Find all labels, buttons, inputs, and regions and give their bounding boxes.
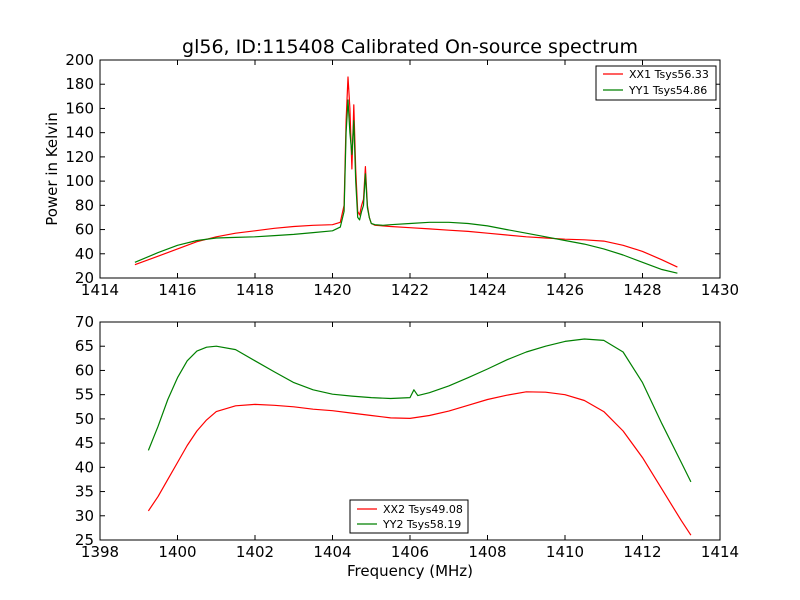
top-x-tick-label: 1414 — [81, 281, 119, 299]
bottom-y-tick-label: 65 — [75, 337, 94, 355]
top-y-tick-label: 180 — [65, 75, 94, 93]
top-x-tick-label: 1424 — [468, 281, 506, 299]
bottom-x-tick-label: 1410 — [546, 543, 584, 561]
legend-label-yy2: YY2 Tsys58.19 — [382, 518, 461, 531]
top-x-tick-label: 1422 — [391, 281, 429, 299]
top-tick-layer: 1414 1416 1418 1420 1422 1424 1426 1428 1430 20 40… — [65, 51, 739, 299]
bottom-y-tick-label: 55 — [75, 386, 94, 404]
bottom-x-tick-label: 1402 — [236, 543, 274, 561]
bottom-x-axis-label: Frequency (MHz) — [347, 562, 473, 580]
bottom-series-line-0 — [147, 391, 692, 536]
bottom-x-tick-label: 1398 — [81, 543, 119, 561]
bottom-series-layer — [147, 338, 692, 536]
bottom-y-tick-label: 40 — [75, 458, 94, 476]
bottom-y-tick-label: 60 — [75, 361, 94, 379]
top-y-tick-label: 160 — [65, 99, 94, 117]
bottom-x-tick-label: 1408 — [468, 543, 506, 561]
top-y-tick-label: 120 — [65, 148, 94, 166]
top-legend-box — [595, 65, 717, 101]
top-axes-frame — [99, 59, 721, 279]
chart-title: gl56, ID:115408 Calibrated On-source spe… — [182, 36, 638, 58]
top-x-tick-label: 1420 — [313, 281, 351, 299]
bottom-y-tick-label: 70 — [75, 313, 94, 331]
bottom-x-tick-label: 1412 — [623, 543, 661, 561]
top-y-tick-label: 40 — [75, 245, 94, 263]
bottom-x-tick-label: 1406 — [391, 543, 429, 561]
bottom-plot-panel: 1398 1400 1402 1404 1406 1408 1410 1412 1414 25 30… — [75, 313, 739, 580]
top-y-tick-label: 100 — [65, 172, 94, 190]
top-y-tick-label: 20 — [75, 269, 94, 287]
bottom-y-tick-label: 30 — [75, 507, 94, 525]
legend-label-xx1: XX1 Tsys56.33 — [629, 68, 709, 81]
top-y-axis-label: Power in Kelvin — [43, 112, 61, 226]
bottom-y-tick-label: 45 — [75, 434, 94, 452]
top-series-layer — [134, 76, 678, 274]
top-x-tick-label: 1416 — [158, 281, 196, 299]
bottom-tick-layer: 1398 1400 1402 1404 1406 1408 1410 1412 1414 25 30… — [75, 313, 739, 561]
top-x-tick-label: 1426 — [546, 281, 584, 299]
legend-label-xx2: XX2 Tsys49.08 — [383, 503, 463, 516]
top-x-tick-label: 1418 — [236, 281, 274, 299]
bottom-y-tick-label: 25 — [75, 531, 94, 549]
top-y-tick-label: 60 — [75, 221, 94, 239]
bottom-series-line-1 — [147, 338, 692, 483]
bottom-legend-box — [349, 499, 469, 534]
top-x-tick-label: 1428 — [623, 281, 661, 299]
top-series-line-1 — [134, 99, 678, 274]
legend-label-yy1: YY1 Tsys54.86 — [628, 84, 707, 97]
top-x-tick-label: 1430 — [701, 281, 739, 299]
bottom-axes-frame — [99, 321, 721, 541]
top-legend: XX1 Tsys56.33 YY1 Tsys54.86 — [595, 65, 717, 101]
bottom-x-tick-label: 1404 — [313, 543, 351, 561]
bottom-legend: XX2 Tsys49.08 YY2 Tsys58.19 — [349, 499, 469, 534]
top-y-tick-label: 200 — [65, 51, 94, 69]
bottom-y-tick-label: 35 — [75, 483, 94, 501]
top-plot-panel: Power in Kelvin 1414 1416 1418 1420 1422 1424… — [43, 51, 739, 299]
top-y-tick-label: 80 — [75, 196, 94, 214]
bottom-x-tick-label: 1414 — [701, 543, 739, 561]
top-y-tick-label: 140 — [65, 124, 94, 142]
bottom-x-tick-label: 1400 — [158, 543, 196, 561]
bottom-y-tick-label: 50 — [75, 410, 94, 428]
